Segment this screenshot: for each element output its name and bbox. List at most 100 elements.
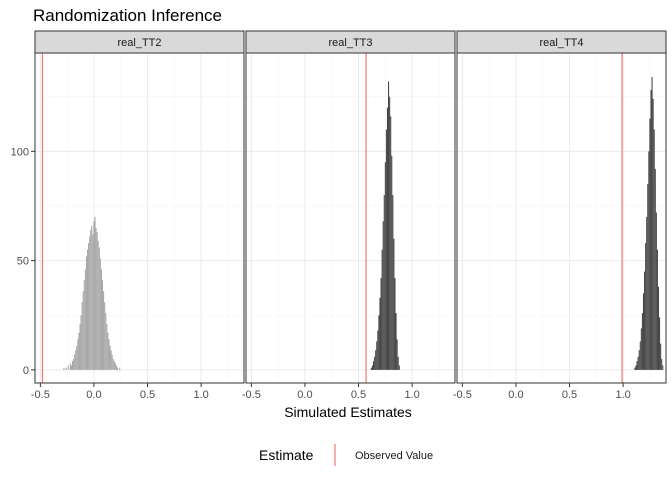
histogram-bar xyxy=(98,247,100,370)
histogram-bar xyxy=(384,162,386,370)
histogram-bar xyxy=(96,232,98,370)
histogram-bar xyxy=(76,345,78,370)
histogram-bar xyxy=(648,151,650,370)
x-tick-label: -0.5 xyxy=(31,389,50,401)
x-tick-label: -0.5 xyxy=(242,389,261,401)
histogram-bar xyxy=(112,358,114,370)
histogram-bar xyxy=(638,350,640,370)
chart-title: Randomization Inference xyxy=(33,6,222,25)
histogram-bar xyxy=(651,77,653,370)
panel-background xyxy=(246,53,455,383)
x-tick-label: 0.0 xyxy=(297,389,312,401)
histogram-bar xyxy=(649,118,651,370)
histogram-bar xyxy=(646,216,648,370)
facet-strip-label: real_TT4 xyxy=(539,37,583,49)
histogram-bar xyxy=(89,236,91,370)
histogram-bar xyxy=(375,350,377,370)
legend: Estimate Observed Value xyxy=(259,444,433,466)
histogram-bar xyxy=(94,216,96,370)
facet-strip-label: real_TT3 xyxy=(328,37,372,49)
x-tick-label: 1.0 xyxy=(193,389,208,401)
histogram-bar xyxy=(99,258,101,370)
facet-panel-real_TT4: real_TT4 -0.5 0.0 0.5 1.0 xyxy=(453,30,667,401)
histogram-bar xyxy=(373,361,375,370)
histogram-bar xyxy=(111,354,113,370)
histogram-bar xyxy=(78,332,80,370)
histogram-bar xyxy=(108,339,110,370)
histogram-bar xyxy=(104,302,106,370)
histogram-bar xyxy=(386,107,389,370)
histogram-bar xyxy=(374,356,376,370)
histogram-bar xyxy=(395,313,397,370)
histogram-bar xyxy=(86,249,89,370)
histogram-bar xyxy=(109,345,111,370)
histogram-bar xyxy=(115,365,117,370)
histogram-bar xyxy=(661,358,663,370)
histogram-bar xyxy=(385,129,387,370)
facet-panel-real_TT2: real_TT2 -0.5 0.0 0.5 1.0 xyxy=(31,30,245,401)
histogram-bar xyxy=(93,221,95,370)
histogram-bar xyxy=(82,291,84,370)
histogram-bar xyxy=(656,249,658,370)
histogram-bar xyxy=(392,195,394,370)
histogram-bar xyxy=(119,367,121,370)
histogram-bar xyxy=(640,328,642,370)
histogram-bar xyxy=(83,280,85,370)
histogram-bar xyxy=(388,81,390,370)
histogram-bar xyxy=(654,168,656,370)
histogram-bar xyxy=(92,234,94,370)
x-tick-label: 0.0 xyxy=(508,389,523,401)
histogram-bar xyxy=(662,365,664,370)
histogram-bar xyxy=(647,184,649,370)
histogram-bar xyxy=(63,367,65,370)
histogram-bar xyxy=(79,323,81,370)
histogram-bar xyxy=(73,358,75,370)
histogram-bar xyxy=(91,225,93,370)
histogram-bar xyxy=(81,302,83,370)
histogram-bar xyxy=(382,221,384,370)
histogram-bar xyxy=(635,365,637,370)
histogram-bar xyxy=(642,293,645,370)
histogram-bar xyxy=(114,363,116,370)
y-tick-label: 0 xyxy=(23,365,29,377)
x-axis-title: Simulated Estimates xyxy=(284,404,412,420)
x-tick-label: -0.5 xyxy=(453,389,472,401)
histogram-bar xyxy=(383,195,385,370)
histogram-bar xyxy=(639,341,641,370)
histogram-bar xyxy=(650,90,652,370)
histogram-bar xyxy=(396,339,398,370)
histogram-bar xyxy=(84,269,86,370)
histogram-bar xyxy=(380,278,382,370)
histogram-bar xyxy=(69,363,71,370)
histogram-bar xyxy=(113,361,115,370)
y-axis: 0 50 100 xyxy=(11,146,35,377)
y-tick-label: 50 xyxy=(17,256,29,268)
histogram-bar xyxy=(398,365,400,370)
histogram-bar xyxy=(74,354,76,370)
histogram-bar xyxy=(652,98,654,370)
histogram-bar xyxy=(77,339,79,370)
histogram-bar xyxy=(110,350,112,370)
facet-strip-label: real_TT2 xyxy=(117,37,161,49)
histogram-bar xyxy=(377,330,379,370)
x-tick-label: 0.5 xyxy=(351,389,366,401)
histogram-bar xyxy=(95,227,97,370)
histogram-bar xyxy=(394,278,396,370)
legend-label-observed-value: Observed Value xyxy=(355,450,433,462)
histogram-bar xyxy=(101,280,104,370)
x-tick-label: 0.5 xyxy=(562,389,577,401)
histogram-bar xyxy=(378,315,380,370)
histogram-bar xyxy=(657,286,660,370)
histogram-bar xyxy=(397,356,399,370)
histogram-bar xyxy=(390,116,392,370)
histogram-bar xyxy=(65,367,67,370)
x-tick-label: 0.0 xyxy=(86,389,101,401)
histogram-bar xyxy=(645,243,647,370)
facet-strip xyxy=(456,30,667,54)
histogram-bar xyxy=(391,155,393,370)
histogram-bar xyxy=(90,230,92,370)
histogram-bar xyxy=(659,317,661,370)
facet-panels: real_TT2 -0.5 0.0 0.5 1.0 real_TT3 -0.5 0.0 0.5 1… xyxy=(31,30,667,401)
histogram-bar xyxy=(379,297,381,370)
